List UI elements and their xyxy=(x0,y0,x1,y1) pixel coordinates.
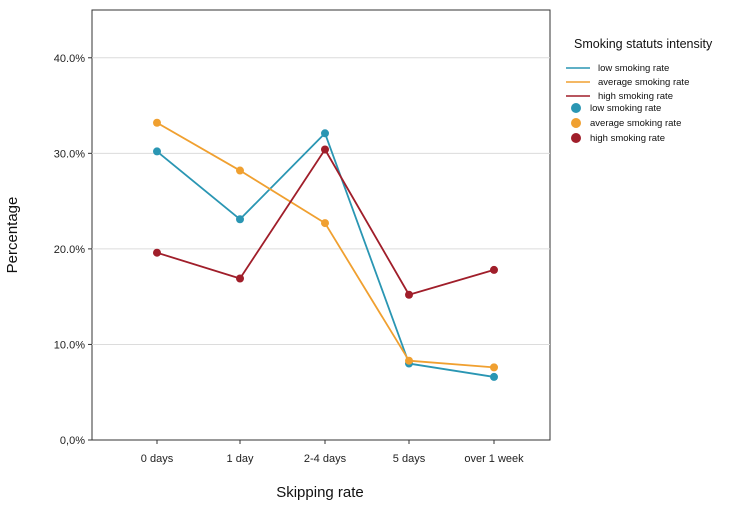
legend: Smoking statuts intensity low smoking ra… xyxy=(566,37,713,144)
y-tick-label: 0,0% xyxy=(60,435,85,447)
legend-title: Smoking statuts intensity xyxy=(574,37,713,51)
legend-marker-swatch xyxy=(571,118,581,128)
legend-line-label: average smoking rate xyxy=(598,77,689,88)
x-tick-label: 0 days xyxy=(141,453,174,465)
legend-line-label: low smoking rate xyxy=(598,63,669,74)
data-point xyxy=(405,290,413,299)
x-tick-label: over 1 week xyxy=(464,453,524,465)
data-point xyxy=(321,145,329,154)
y-axis-title: Percentage xyxy=(4,197,21,274)
legend-marker-label: low smoking rate xyxy=(590,103,661,114)
data-point xyxy=(405,356,413,365)
data-point xyxy=(236,166,244,175)
data-point xyxy=(490,363,498,372)
data-point xyxy=(236,215,244,224)
data-point xyxy=(490,265,498,274)
data-point xyxy=(153,248,161,257)
legend-marker-label: average smoking rate xyxy=(590,118,681,129)
y-tick-label: 20.0% xyxy=(54,244,85,256)
x-tick-label: 5 days xyxy=(393,453,426,465)
legend-marker-swatch xyxy=(571,103,581,113)
legend-marker-label: high smoking rate xyxy=(590,133,665,144)
data-point xyxy=(321,219,329,228)
plot-frame xyxy=(91,9,551,441)
data-point xyxy=(236,274,244,283)
data-point xyxy=(153,118,161,127)
y-tick-label: 30.0% xyxy=(54,148,85,160)
data-point xyxy=(153,147,161,156)
y-tick-label: 10.0% xyxy=(54,339,85,351)
x-axis-title: Skipping rate xyxy=(276,484,364,501)
data-point xyxy=(490,372,498,381)
legend-line-label: high smoking rate xyxy=(598,91,673,102)
data-point xyxy=(321,129,329,138)
y-tick-label: 40.0% xyxy=(54,53,85,65)
legend-marker-swatch xyxy=(571,133,581,143)
x-tick-label: 1 day xyxy=(227,453,254,465)
x-tick-label: 2-4 days xyxy=(304,453,347,465)
